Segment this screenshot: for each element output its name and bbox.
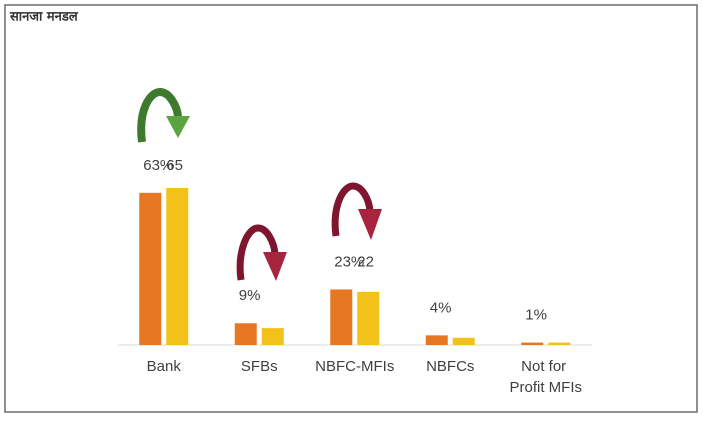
data-label: 63%: [143, 157, 173, 174]
x-tick-label: NBFCs: [426, 358, 474, 375]
data-label: 23%: [334, 253, 364, 270]
bar: [166, 188, 189, 345]
data-label: 65: [166, 157, 183, 174]
data-label: 22: [357, 253, 374, 270]
arrow-sfbs: [236, 224, 287, 281]
x-tick-label: Bank: [147, 358, 182, 375]
bar: [425, 335, 448, 345]
bar: [548, 342, 571, 345]
data-label: 4%: [430, 299, 452, 316]
data-label: 9%: [239, 287, 261, 304]
arrow-nbfc-mfis: [331, 182, 382, 240]
bar: [234, 323, 257, 345]
bar: [452, 337, 475, 345]
bar: [330, 289, 353, 345]
arrow-bank: [137, 87, 190, 143]
bar: [521, 342, 544, 345]
bar: [261, 328, 284, 345]
x-tick-label: SFBs: [241, 358, 278, 375]
data-label: 1%: [525, 307, 547, 324]
bar: [357, 291, 380, 345]
frame: [4, 4, 698, 413]
bar: [139, 192, 162, 345]
x-tick-label: NBFC-MFIs: [315, 358, 394, 375]
x-tick-label: Not for Profit MFIs: [509, 358, 582, 396]
chart-title: सानजा मनडल: [9, 10, 79, 25]
